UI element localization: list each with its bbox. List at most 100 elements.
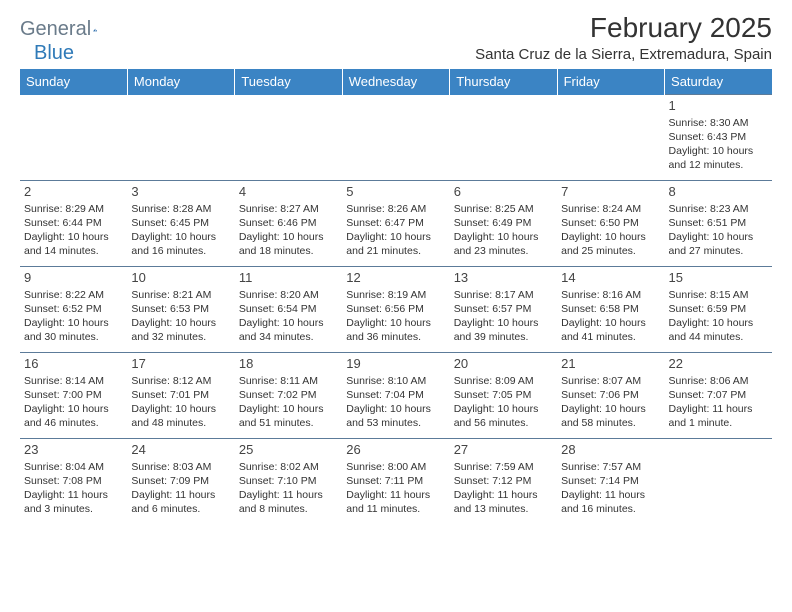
sunrise-text: Sunrise: 8:20 AM: [239, 288, 338, 302]
daylight-text: Daylight: 10 hours: [346, 230, 445, 244]
daylight-text: and 8 minutes.: [239, 502, 338, 516]
sunset-text: Sunset: 6:59 PM: [669, 302, 768, 316]
daylight-text: and 25 minutes.: [561, 244, 660, 258]
calendar-cell: 23Sunrise: 8:04 AMSunset: 7:08 PMDayligh…: [20, 439, 127, 525]
daylight-text: and 44 minutes.: [669, 330, 768, 344]
sunset-text: Sunset: 7:05 PM: [454, 388, 553, 402]
calendar-cell: 1Sunrise: 8:30 AMSunset: 6:43 PMDaylight…: [665, 95, 772, 181]
sunrise-text: Sunrise: 7:59 AM: [454, 460, 553, 474]
daylight-text: Daylight: 10 hours: [561, 402, 660, 416]
sunrise-text: Sunrise: 8:29 AM: [24, 202, 123, 216]
day-number: 2: [24, 183, 123, 201]
sunrise-text: Sunrise: 8:15 AM: [669, 288, 768, 302]
sunrise-text: Sunrise: 8:11 AM: [239, 374, 338, 388]
daylight-text: Daylight: 11 hours: [346, 488, 445, 502]
sunset-text: Sunset: 7:11 PM: [346, 474, 445, 488]
brand-part2: Blue: [34, 42, 74, 64]
day-number: 3: [131, 183, 230, 201]
daylight-text: and 14 minutes.: [24, 244, 123, 258]
sunrise-text: Sunrise: 8:06 AM: [669, 374, 768, 388]
sunrise-text: Sunrise: 8:09 AM: [454, 374, 553, 388]
daylight-text: Daylight: 10 hours: [669, 230, 768, 244]
day-header: Wednesday: [342, 69, 449, 95]
sunset-text: Sunset: 6:53 PM: [131, 302, 230, 316]
daylight-text: and 16 minutes.: [561, 502, 660, 516]
day-header: Friday: [557, 69, 664, 95]
sunset-text: Sunset: 7:12 PM: [454, 474, 553, 488]
day-number: 15: [669, 269, 768, 287]
daylight-text: and 12 minutes.: [669, 158, 768, 172]
day-number: 26: [346, 441, 445, 459]
calendar-cell: 24Sunrise: 8:03 AMSunset: 7:09 PMDayligh…: [127, 439, 234, 525]
daylight-text: Daylight: 11 hours: [454, 488, 553, 502]
calendar-cell: 12Sunrise: 8:19 AMSunset: 6:56 PMDayligh…: [342, 267, 449, 353]
calendar-cell: 22Sunrise: 8:06 AMSunset: 7:07 PMDayligh…: [665, 353, 772, 439]
calendar-week: 1Sunrise: 8:30 AMSunset: 6:43 PMDaylight…: [20, 95, 772, 181]
daylight-text: and 51 minutes.: [239, 416, 338, 430]
day-header: Sunday: [20, 69, 127, 95]
month-title: February 2025: [475, 12, 772, 44]
daylight-text: Daylight: 11 hours: [669, 402, 768, 416]
daylight-text: Daylight: 10 hours: [24, 402, 123, 416]
calendar-cell: 19Sunrise: 8:10 AMSunset: 7:04 PMDayligh…: [342, 353, 449, 439]
day-number: 1: [669, 97, 768, 115]
day-number: 12: [346, 269, 445, 287]
sunset-text: Sunset: 6:46 PM: [239, 216, 338, 230]
day-number: 16: [24, 355, 123, 373]
daylight-text: Daylight: 10 hours: [239, 402, 338, 416]
calendar-cell: 4Sunrise: 8:27 AMSunset: 6:46 PMDaylight…: [235, 181, 342, 267]
calendar-cell: [127, 95, 234, 181]
calendar-week: 23Sunrise: 8:04 AMSunset: 7:08 PMDayligh…: [20, 439, 772, 525]
daylight-text: Daylight: 10 hours: [24, 316, 123, 330]
calendar-cell: 26Sunrise: 8:00 AMSunset: 7:11 PMDayligh…: [342, 439, 449, 525]
daylight-text: and 53 minutes.: [346, 416, 445, 430]
calendar-cell: 5Sunrise: 8:26 AMSunset: 6:47 PMDaylight…: [342, 181, 449, 267]
sunset-text: Sunset: 7:01 PM: [131, 388, 230, 402]
day-number: 18: [239, 355, 338, 373]
day-number: 20: [454, 355, 553, 373]
daylight-text: and 1 minute.: [669, 416, 768, 430]
day-number: 10: [131, 269, 230, 287]
sunset-text: Sunset: 6:51 PM: [669, 216, 768, 230]
sunrise-text: Sunrise: 8:16 AM: [561, 288, 660, 302]
calendar-body: 1Sunrise: 8:30 AMSunset: 6:43 PMDaylight…: [20, 95, 772, 525]
daylight-text: Daylight: 10 hours: [561, 316, 660, 330]
daylight-text: Daylight: 10 hours: [239, 316, 338, 330]
sunrise-text: Sunrise: 8:24 AM: [561, 202, 660, 216]
daylight-text: and 27 minutes.: [669, 244, 768, 258]
sunrise-text: Sunrise: 8:27 AM: [239, 202, 338, 216]
daylight-text: Daylight: 10 hours: [669, 144, 768, 158]
calendar-cell: 27Sunrise: 7:59 AMSunset: 7:12 PMDayligh…: [450, 439, 557, 525]
daylight-text: and 32 minutes.: [131, 330, 230, 344]
daylight-text: Daylight: 10 hours: [24, 230, 123, 244]
sunset-text: Sunset: 6:54 PM: [239, 302, 338, 316]
sunset-text: Sunset: 7:02 PM: [239, 388, 338, 402]
daylight-text: and 11 minutes.: [346, 502, 445, 516]
day-number: 4: [239, 183, 338, 201]
daylight-text: Daylight: 10 hours: [454, 316, 553, 330]
sunset-text: Sunset: 7:07 PM: [669, 388, 768, 402]
sunrise-text: Sunrise: 8:10 AM: [346, 374, 445, 388]
sunrise-text: Sunrise: 8:12 AM: [131, 374, 230, 388]
header: General February 2025 Santa Cruz de la S…: [20, 12, 772, 63]
day-header: Thursday: [450, 69, 557, 95]
daylight-text: and 48 minutes.: [131, 416, 230, 430]
day-number: 25: [239, 441, 338, 459]
daylight-text: and 18 minutes.: [239, 244, 338, 258]
daylight-text: and 6 minutes.: [131, 502, 230, 516]
sunrise-text: Sunrise: 8:25 AM: [454, 202, 553, 216]
sunset-text: Sunset: 7:04 PM: [346, 388, 445, 402]
sunrise-text: Sunrise: 8:21 AM: [131, 288, 230, 302]
day-number: 22: [669, 355, 768, 373]
sunset-text: Sunset: 6:44 PM: [24, 216, 123, 230]
sunset-text: Sunset: 6:45 PM: [131, 216, 230, 230]
sunset-text: Sunset: 7:00 PM: [24, 388, 123, 402]
sunrise-text: Sunrise: 8:30 AM: [669, 116, 768, 130]
daylight-text: and 16 minutes.: [131, 244, 230, 258]
calendar-cell: 2Sunrise: 8:29 AMSunset: 6:44 PMDaylight…: [20, 181, 127, 267]
sunrise-text: Sunrise: 8:14 AM: [24, 374, 123, 388]
daylight-text: and 41 minutes.: [561, 330, 660, 344]
sunset-text: Sunset: 6:50 PM: [561, 216, 660, 230]
sunset-text: Sunset: 7:06 PM: [561, 388, 660, 402]
day-header: Tuesday: [235, 69, 342, 95]
